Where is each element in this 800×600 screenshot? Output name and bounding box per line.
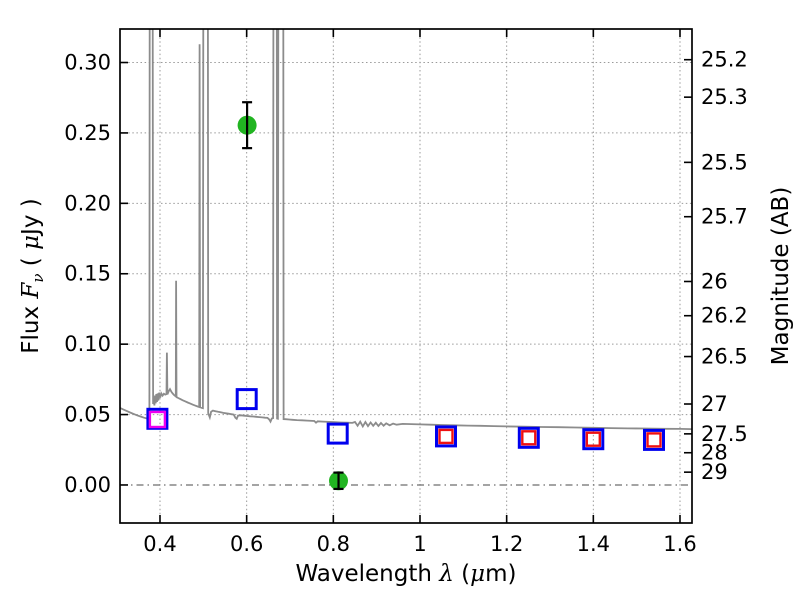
flux-tick-label: 0.10 [64, 332, 111, 356]
axes-frame [119, 28, 693, 524]
magnitude-tick-label: 25.2 [701, 48, 748, 72]
photometry-magenta-square-marker [148, 410, 167, 429]
plot-area [120, 29, 692, 430]
photometry-magenta-square [148, 410, 167, 429]
flux-tick-label: 0.15 [64, 262, 111, 286]
line-flux-green-circles-errorbar [333, 471, 344, 491]
x-tick-label: 0.6 [230, 532, 263, 556]
magnitude-tick-label: 26.2 [701, 304, 748, 328]
model-spectrum [120, 29, 692, 430]
line-flux-green-circles-errorbar [242, 101, 253, 150]
magnitude-tick-label: 29 [701, 460, 728, 484]
x-tick-label: 1 [413, 532, 426, 556]
magnitude-tick-label: 26 [701, 270, 728, 294]
x-tick-label: 0.8 [317, 532, 350, 556]
flux-tick-label: 0.20 [64, 191, 111, 215]
tick-labels: 0.4 0.6 0.8 1 1.2 1.4 1.6 0.00 0.05 0.10 0.15 0.20 0… [64, 48, 748, 556]
flux-tick-label: 0.00 [64, 473, 111, 497]
photometry-blue-squares-marker [582, 428, 605, 451]
photometry-blue-squares-marker [517, 426, 540, 449]
photometry-red-squares-marker [585, 431, 601, 447]
magnitude-tick-label: 25.5 [701, 150, 748, 174]
photometry-red-squares [438, 428, 662, 448]
photometry-red-squares-marker [646, 432, 662, 448]
photometry-blue-squares [146, 388, 665, 451]
x-axis-label: Wavelength λ (μm) [296, 561, 517, 587]
flux-tick-label: 0.05 [64, 403, 111, 427]
photometry-red-squares-marker [438, 428, 454, 445]
line-flux-green-circles [237, 101, 348, 491]
photometry-blue-squares-marker [435, 425, 457, 448]
photometry-blue-squares-marker [146, 407, 169, 430]
photometry-blue-squares-marker [643, 428, 665, 451]
y-axis-label-right: Magnitude (AB) [768, 187, 794, 366]
photometry-blue-squares-marker [326, 422, 349, 445]
x-tick-label: 0.4 [143, 532, 176, 556]
photometry-red-squares-marker [521, 430, 537, 446]
gridlines [120, 29, 692, 523]
magnitude-tick-label: 28 [701, 441, 728, 465]
x-tick-label: 1.4 [577, 532, 610, 556]
magnitude-tick-label: 26.5 [701, 345, 748, 369]
y-axis-label-left: Flux Fν ( μJy ) [18, 198, 47, 353]
x-tick-label: 1.6 [663, 532, 696, 556]
magnitude-tick-label: 27.5 [701, 422, 748, 446]
magnitude-tick-label: 25.7 [701, 205, 748, 229]
magnitude-tick-label: 25.3 [701, 85, 748, 109]
magnitude-tick-label: 27 [701, 392, 728, 416]
flux-tick-label: 0.30 [64, 51, 111, 75]
x-tick-label: 1.2 [490, 532, 523, 556]
photometry-blue-squares-marker [235, 388, 258, 411]
tick-marks [120, 29, 692, 523]
flux-tick-label: 0.25 [64, 121, 111, 145]
